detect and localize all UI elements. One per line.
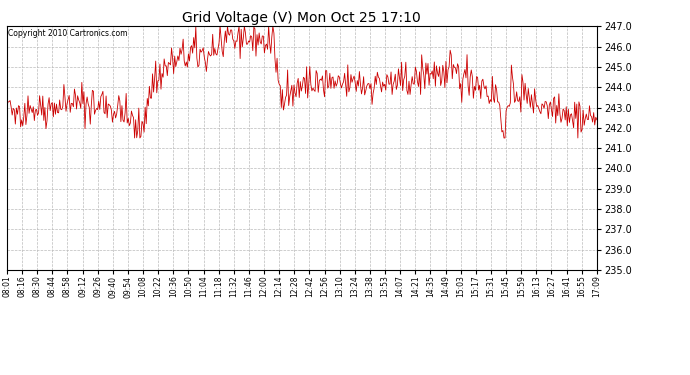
Text: Copyright 2010 Cartronics.com: Copyright 2010 Cartronics.com bbox=[8, 29, 128, 38]
Title: Grid Voltage (V) Mon Oct 25 17:10: Grid Voltage (V) Mon Oct 25 17:10 bbox=[182, 11, 422, 25]
